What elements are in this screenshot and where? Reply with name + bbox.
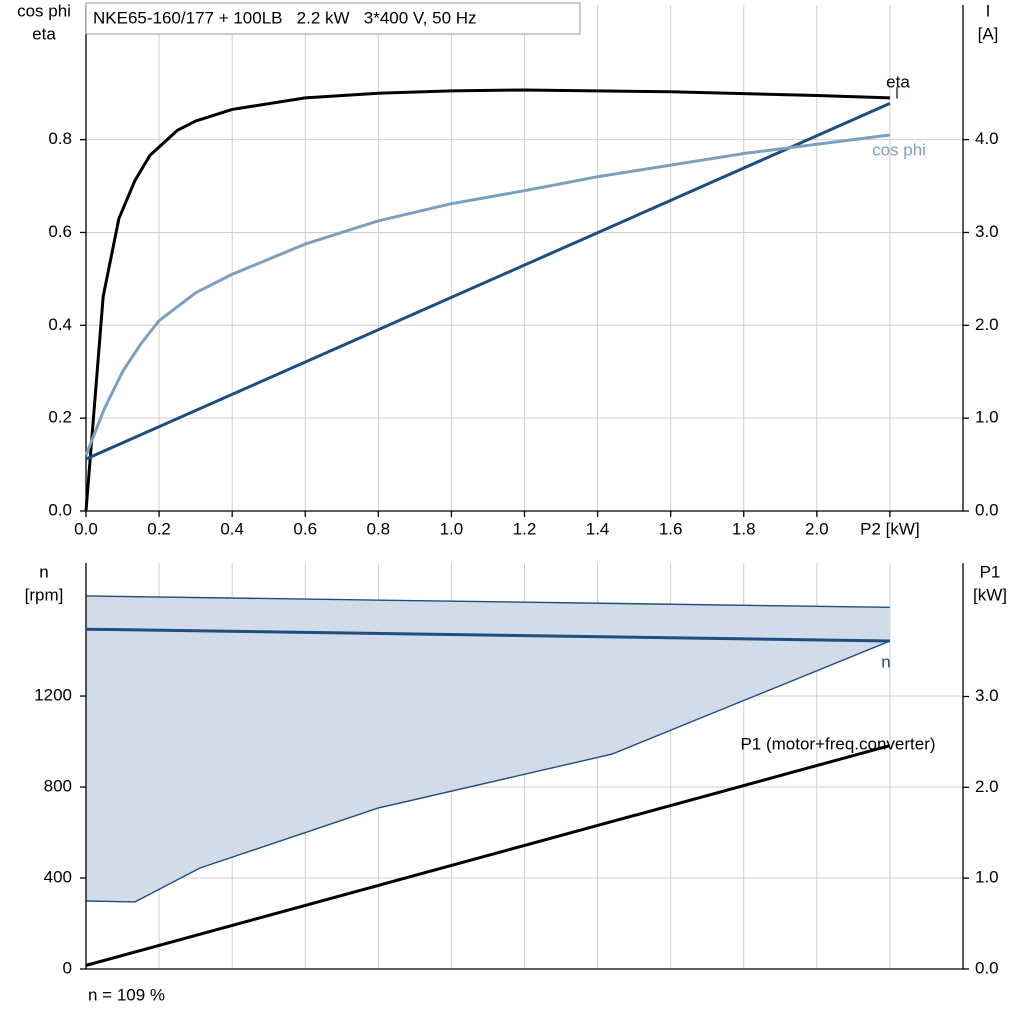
chart-title: NKE65-160/177 + 100LB 2.2 kW 3*400 V, 50…: [93, 8, 477, 27]
x-tick-label: 0.8: [367, 519, 391, 538]
x-tick-label: 1.2: [513, 519, 537, 538]
x-tick-label: 0.4: [220, 519, 244, 538]
x-tick-label: 1.0: [440, 519, 464, 538]
y-axis-label: [rpm]: [25, 585, 64, 604]
y2-axis-label: I: [986, 1, 991, 20]
x-tick-label: 0.2: [147, 519, 171, 538]
series-label: P1 (motor+freq.converter): [740, 734, 935, 753]
y-tick-label: 0.0: [48, 500, 72, 519]
y-tick-label: 0: [63, 958, 72, 977]
y2-axis-label: [A]: [978, 24, 999, 43]
y2-axis-label: [kW]: [973, 585, 1007, 604]
series-label: I: [895, 83, 900, 102]
operating-range-fill: [86, 595, 890, 902]
footnote: n = 109 %: [88, 985, 165, 1004]
x-tick-label: P2 [kW]: [860, 519, 920, 538]
y-tick-label: 0.8: [48, 129, 72, 148]
y2-tick-label: 0.0: [975, 958, 999, 977]
y-axis-label: eta: [32, 24, 56, 43]
series-line: [85, 627, 890, 643]
y2-tick-label: 1.0: [975, 408, 999, 427]
y-tick-label: 0.2: [48, 408, 72, 427]
y2-tick-label: 0.0: [975, 500, 999, 519]
series-label: n: [881, 652, 890, 671]
series-label: cos phi: [872, 140, 926, 159]
y-tick-label: 0.4: [48, 315, 72, 334]
y-axis-label: cos phi: [17, 1, 71, 20]
x-tick-label: 0.0: [74, 519, 98, 538]
x-tick-label: 1.4: [586, 519, 610, 538]
y-tick-label: 0.6: [48, 222, 72, 241]
x-tick-label: 1.6: [659, 519, 683, 538]
title-box: [85, 2, 581, 35]
x-tick-label: 0.6: [293, 519, 317, 538]
series-line: [85, 744, 891, 967]
y2-tick-label: 3.0: [975, 222, 999, 241]
y2-tick-label: 2.0: [975, 777, 999, 796]
operating-range-upper: [85, 595, 890, 609]
y-tick-label: 400: [44, 868, 72, 887]
series-label: eta: [886, 72, 910, 91]
y2-axis-label: P1: [980, 562, 1001, 581]
y2-tick-label: 4.0: [975, 129, 999, 148]
y-tick-label: 800: [44, 777, 72, 796]
y2-tick-label: 3.0: [975, 686, 999, 705]
operating-range-lower: [85, 640, 891, 903]
y2-tick-label: 1.0: [975, 868, 999, 887]
x-tick-label: 2.0: [805, 519, 829, 538]
x-tick-label: 1.8: [732, 519, 756, 538]
y-axis-label: n: [39, 562, 48, 581]
series-line: [84, 88, 890, 512]
series-line: [85, 102, 891, 461]
y-tick-label: 1200: [34, 686, 72, 705]
y2-tick-label: 2.0: [975, 315, 999, 334]
series-line: [84, 133, 891, 456]
